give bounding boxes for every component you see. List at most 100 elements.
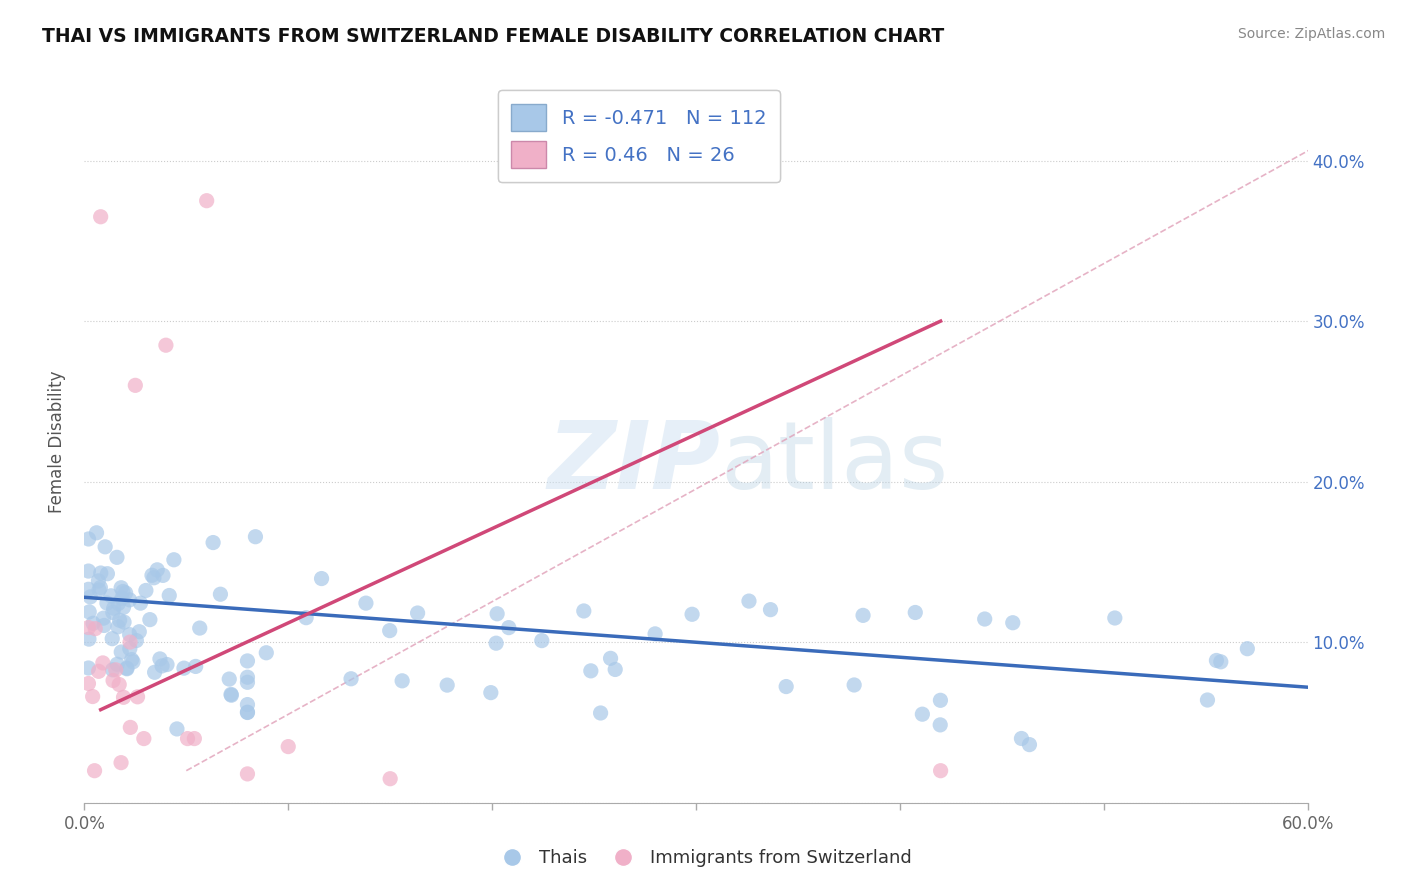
Point — [128, 624, 150, 639]
Point — [236, 654, 259, 668]
Point — [644, 627, 666, 641]
Point — [1209, 655, 1232, 669]
Point — [150, 659, 173, 673]
Point — [101, 673, 124, 688]
Point — [110, 645, 132, 659]
Text: atlas: atlas — [720, 417, 949, 509]
Point — [236, 698, 259, 712]
Point — [111, 591, 134, 606]
Point — [91, 656, 114, 670]
Point — [86, 525, 108, 540]
Point — [114, 586, 136, 600]
Point — [221, 688, 243, 702]
Point — [202, 535, 225, 549]
Point — [436, 678, 458, 692]
Point — [911, 707, 934, 722]
Point — [904, 606, 927, 620]
Point — [77, 532, 100, 546]
Point — [90, 566, 112, 580]
Point — [82, 690, 104, 704]
Point — [90, 210, 112, 224]
Point — [129, 596, 152, 610]
Point — [485, 636, 508, 650]
Point — [166, 722, 188, 736]
Point — [340, 672, 363, 686]
Point — [93, 611, 115, 625]
Point — [146, 563, 169, 577]
Point — [579, 664, 602, 678]
Point — [775, 680, 797, 694]
Point — [118, 593, 141, 607]
Point — [77, 661, 100, 675]
Point — [112, 690, 135, 705]
Point — [163, 553, 186, 567]
Point — [139, 613, 162, 627]
Point — [1001, 615, 1024, 630]
Point — [124, 378, 146, 392]
Y-axis label: Female Disability: Female Disability — [48, 370, 66, 513]
Text: Source: ZipAtlas.com: Source: ZipAtlas.com — [1237, 27, 1385, 41]
Point — [120, 720, 142, 734]
Point — [105, 550, 128, 565]
Point — [83, 764, 105, 778]
Point — [118, 628, 141, 642]
Point — [141, 568, 163, 582]
Point — [155, 338, 177, 352]
Legend: Thais, Immigrants from Switzerland: Thais, Immigrants from Switzerland — [486, 842, 920, 874]
Point — [143, 665, 166, 680]
Point — [589, 706, 612, 720]
Point — [218, 672, 240, 686]
Point — [295, 610, 318, 624]
Point — [112, 615, 135, 629]
Point — [1197, 693, 1219, 707]
Point — [378, 624, 401, 638]
Point — [1010, 731, 1032, 746]
Point — [929, 764, 952, 778]
Point — [929, 693, 952, 707]
Point — [152, 568, 174, 582]
Point — [277, 739, 299, 754]
Point — [101, 632, 124, 646]
Point — [87, 582, 110, 597]
Point — [82, 616, 104, 631]
Point — [236, 705, 259, 719]
Point — [132, 731, 155, 746]
Point — [77, 632, 100, 646]
Point — [118, 641, 141, 656]
Point — [486, 607, 509, 621]
Point — [118, 635, 141, 649]
Point — [103, 601, 125, 615]
Point — [530, 633, 553, 648]
Point — [77, 564, 100, 578]
Point — [111, 584, 134, 599]
Point — [236, 670, 259, 684]
Point — [110, 756, 132, 770]
Point — [77, 605, 100, 619]
Point — [973, 612, 995, 626]
Point — [101, 663, 124, 677]
Point — [236, 706, 259, 720]
Point — [176, 731, 198, 746]
Point — [108, 677, 131, 691]
Point — [105, 657, 128, 672]
Point — [209, 587, 232, 601]
Point — [498, 621, 520, 635]
Point — [1018, 738, 1040, 752]
Point — [599, 651, 621, 665]
Point — [94, 540, 117, 554]
Point — [738, 594, 761, 608]
Point — [1104, 611, 1126, 625]
Point — [107, 620, 129, 634]
Point — [108, 613, 131, 627]
Point — [96, 596, 118, 610]
Point — [77, 582, 100, 597]
Point — [254, 646, 277, 660]
Point — [96, 566, 118, 581]
Point — [127, 690, 149, 704]
Text: ZIP: ZIP — [547, 417, 720, 509]
Point — [195, 194, 218, 208]
Point — [245, 530, 267, 544]
Point — [107, 597, 129, 611]
Point — [142, 571, 165, 585]
Text: THAI VS IMMIGRANTS FROM SWITZERLAND FEMALE DISABILITY CORRELATION CHART: THAI VS IMMIGRANTS FROM SWITZERLAND FEMA… — [42, 27, 945, 45]
